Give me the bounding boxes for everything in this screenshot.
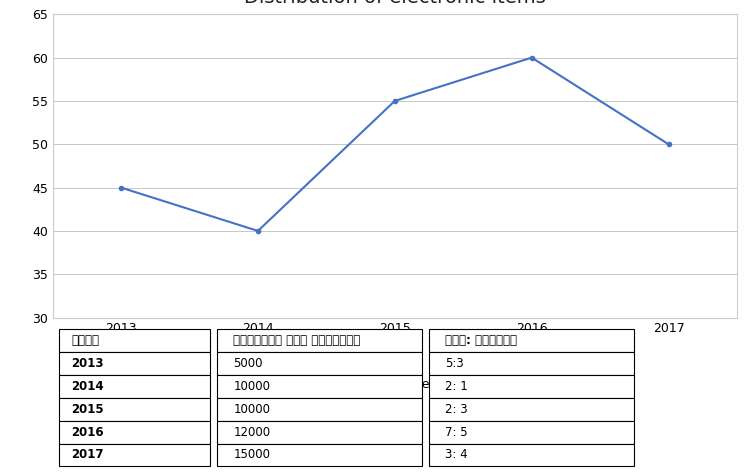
- Text: 10000: 10000: [233, 403, 270, 416]
- Text: 2: 1: 2: 1: [445, 379, 468, 393]
- Line: Apple: Apple: [119, 56, 671, 233]
- FancyBboxPatch shape: [217, 420, 422, 444]
- Text: 2014: 2014: [71, 379, 105, 393]
- Text: 7: 5: 7: 5: [445, 426, 468, 438]
- FancyBboxPatch shape: [59, 397, 210, 420]
- FancyBboxPatch shape: [217, 352, 422, 375]
- FancyBboxPatch shape: [217, 375, 422, 397]
- Apple: [253, 228, 262, 234]
- Text: 2013: 2013: [71, 357, 104, 369]
- Text: 2015: 2015: [71, 403, 105, 416]
- Apple: [117, 185, 126, 190]
- Text: 12000: 12000: [233, 426, 271, 438]
- Apple: [664, 141, 673, 147]
- Text: 10000: 10000: [233, 379, 270, 393]
- FancyBboxPatch shape: [429, 444, 635, 466]
- Text: 5000: 5000: [233, 357, 262, 369]
- FancyBboxPatch shape: [59, 375, 210, 397]
- FancyBboxPatch shape: [429, 352, 635, 375]
- FancyBboxPatch shape: [217, 444, 422, 466]
- Apple: [527, 55, 536, 60]
- Title: Distribution of electronic items: Distribution of electronic items: [244, 0, 546, 7]
- FancyBboxPatch shape: [59, 328, 210, 352]
- FancyBboxPatch shape: [429, 328, 635, 352]
- FancyBboxPatch shape: [59, 444, 210, 466]
- FancyBboxPatch shape: [217, 328, 422, 352]
- FancyBboxPatch shape: [59, 420, 210, 444]
- Text: 2017: 2017: [71, 448, 104, 462]
- Legend: Apple: Apple: [354, 373, 435, 396]
- Text: 2016: 2016: [71, 426, 105, 438]
- Text: 5:3: 5:3: [445, 357, 464, 369]
- FancyBboxPatch shape: [429, 375, 635, 397]
- FancyBboxPatch shape: [217, 397, 422, 420]
- FancyBboxPatch shape: [429, 397, 635, 420]
- Text: 2: 3: 2: 3: [445, 403, 468, 416]
- Text: 3: 4: 3: 4: [445, 448, 468, 462]
- Apple: [390, 98, 399, 104]
- Text: फोन: लैपटॉप: फोन: लैपटॉप: [445, 334, 517, 347]
- Text: निर्मित कुल घड़ियाँ: निर्मित कुल घड़ियाँ: [233, 334, 360, 347]
- Text: 15000: 15000: [233, 448, 270, 462]
- Text: वर्ष: वर्ष: [71, 334, 99, 347]
- FancyBboxPatch shape: [59, 352, 210, 375]
- FancyBboxPatch shape: [429, 420, 635, 444]
